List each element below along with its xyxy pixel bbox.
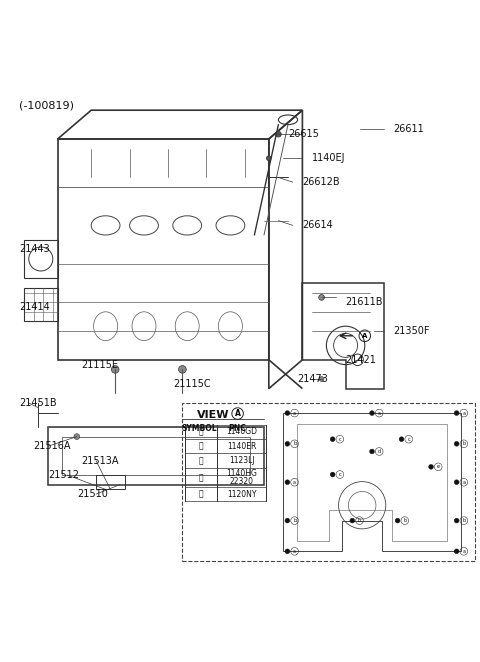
Text: 21451B: 21451B	[19, 398, 57, 408]
Text: a: a	[462, 410, 465, 416]
Text: 21115C: 21115C	[173, 379, 210, 389]
Text: VIEW: VIEW	[197, 410, 229, 420]
Text: c: c	[338, 437, 341, 442]
Text: a: a	[293, 549, 296, 554]
Text: 1140HG: 1140HG	[227, 469, 257, 478]
Text: A: A	[235, 409, 240, 418]
Bar	[96, 475, 125, 489]
Text: (-100819): (-100819)	[19, 101, 74, 111]
Text: b: b	[403, 518, 407, 523]
Circle shape	[285, 410, 290, 416]
Circle shape	[454, 410, 459, 416]
Text: 21611B: 21611B	[346, 297, 383, 307]
Text: 21513A: 21513A	[82, 455, 119, 465]
Text: b: b	[462, 518, 466, 523]
Text: SYMBOL: SYMBOL	[181, 424, 217, 433]
Text: 21115E: 21115E	[82, 359, 119, 369]
Text: 21473: 21473	[298, 374, 328, 384]
Circle shape	[74, 434, 80, 440]
Text: 1120NY: 1120NY	[227, 490, 257, 498]
Circle shape	[350, 518, 355, 523]
Text: ⓓ: ⓓ	[199, 473, 204, 482]
Text: b: b	[462, 442, 466, 446]
Text: PNC: PNC	[228, 424, 247, 433]
Circle shape	[395, 518, 400, 523]
Text: 21443: 21443	[19, 244, 50, 254]
Text: 26615: 26615	[288, 129, 319, 139]
Text: 21512: 21512	[48, 470, 79, 480]
Text: a: a	[462, 549, 465, 554]
Circle shape	[454, 480, 459, 485]
Text: 22320: 22320	[230, 477, 254, 486]
Text: a: a	[378, 410, 381, 416]
Circle shape	[330, 472, 335, 477]
Text: b: b	[293, 518, 296, 523]
Circle shape	[454, 442, 459, 446]
Circle shape	[276, 131, 281, 137]
Circle shape	[370, 449, 374, 454]
Text: 21421: 21421	[346, 355, 376, 365]
Text: c: c	[408, 437, 410, 442]
Circle shape	[399, 437, 404, 442]
Text: 26611: 26611	[394, 124, 424, 134]
Text: ⓔ: ⓔ	[199, 490, 204, 498]
Text: ⓒ: ⓒ	[199, 456, 204, 465]
Text: 1140GD: 1140GD	[227, 427, 257, 436]
Text: a: a	[293, 480, 296, 485]
Circle shape	[285, 442, 290, 446]
Circle shape	[330, 437, 335, 442]
Bar	[24, 240, 58, 278]
Circle shape	[319, 377, 324, 381]
Text: 21414: 21414	[19, 302, 50, 312]
Text: ⓑ: ⓑ	[199, 442, 204, 451]
Text: 1123LJ: 1123LJ	[229, 456, 255, 465]
Text: 26614: 26614	[302, 220, 333, 230]
Circle shape	[179, 365, 186, 373]
Text: 21350F: 21350F	[394, 326, 430, 336]
Text: ⓐ: ⓐ	[199, 427, 204, 436]
Circle shape	[429, 465, 433, 469]
Text: a: a	[462, 480, 465, 485]
Text: A: A	[362, 333, 368, 339]
Text: d: d	[378, 449, 381, 454]
Circle shape	[111, 365, 119, 373]
Text: 26612B: 26612B	[302, 177, 340, 187]
Circle shape	[285, 518, 290, 523]
Text: 1140ER: 1140ER	[227, 442, 257, 451]
Text: 21516A: 21516A	[34, 441, 71, 451]
Circle shape	[285, 480, 290, 485]
Text: 1140EJ: 1140EJ	[312, 153, 346, 164]
Text: b: b	[358, 518, 361, 523]
Circle shape	[285, 549, 290, 553]
Circle shape	[454, 518, 459, 523]
Bar	[24, 288, 58, 321]
Circle shape	[266, 156, 271, 161]
Text: e: e	[437, 464, 440, 469]
Text: 21510: 21510	[77, 489, 108, 499]
Circle shape	[370, 410, 374, 416]
Text: a: a	[293, 410, 296, 416]
Circle shape	[454, 549, 459, 553]
Circle shape	[319, 295, 324, 301]
Text: b: b	[293, 442, 296, 446]
Text: c: c	[338, 472, 341, 477]
